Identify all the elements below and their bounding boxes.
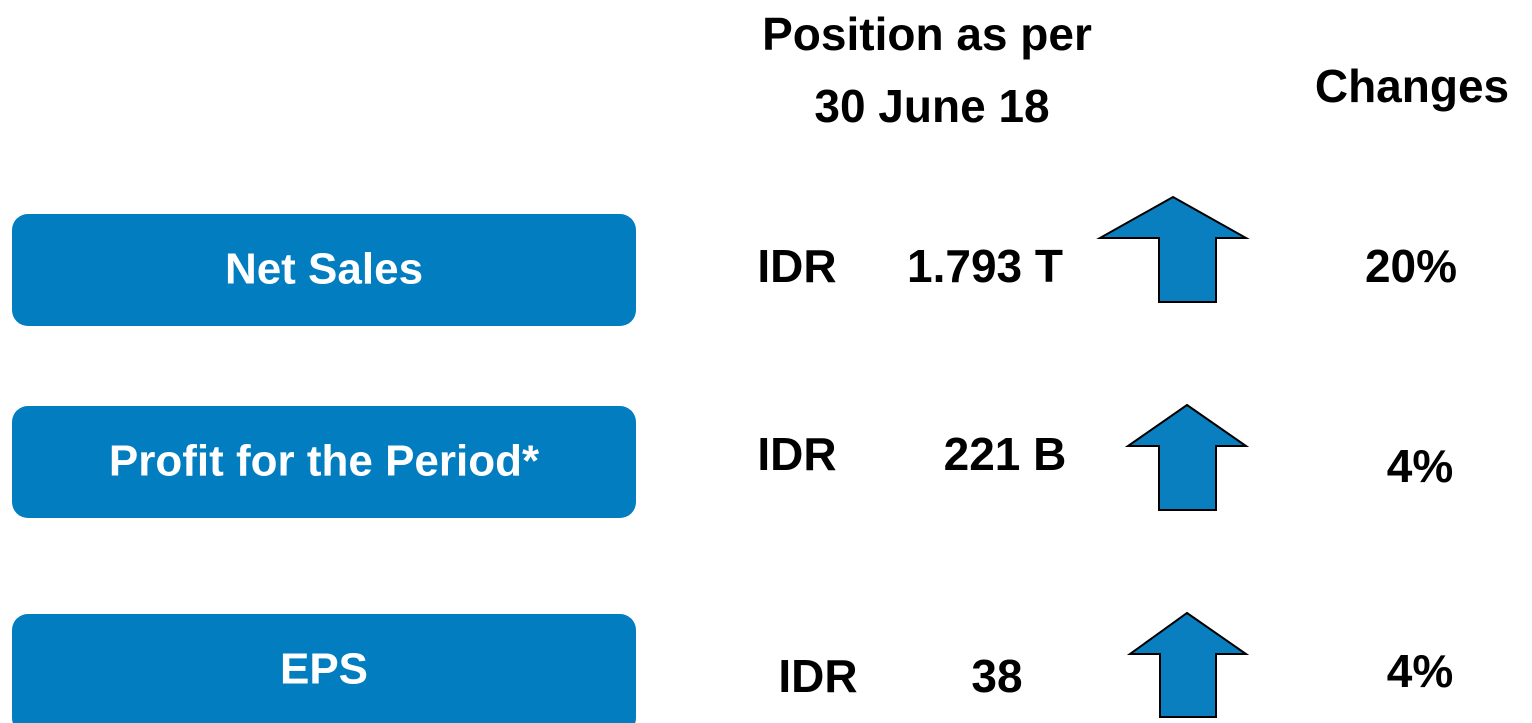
row-label: Profit for the Period*	[109, 437, 540, 486]
change: 4%	[1387, 440, 1453, 492]
change: 20%	[1365, 240, 1457, 292]
up-arrow	[1096, 195, 1250, 303]
amount: 1.793 T	[907, 240, 1063, 292]
label-box	[12, 614, 636, 723]
header-position-line2: 30 June 18	[814, 80, 1049, 132]
row-label: Net Sales	[225, 245, 423, 294]
up-arrow	[1126, 611, 1250, 718]
row-label: EPS	[280, 645, 368, 694]
currency: IDR	[757, 428, 836, 480]
currency: IDR	[757, 240, 836, 292]
amount: 221 B	[944, 428, 1067, 480]
label-box	[12, 406, 636, 518]
change: 4%	[1387, 645, 1453, 697]
header-changes: Changes	[1315, 60, 1509, 112]
label-box	[12, 214, 636, 326]
header-position-line1: Position as per	[762, 8, 1092, 60]
currency: IDR	[778, 650, 857, 702]
amount: 38	[971, 650, 1022, 702]
up-arrow	[1124, 403, 1250, 511]
